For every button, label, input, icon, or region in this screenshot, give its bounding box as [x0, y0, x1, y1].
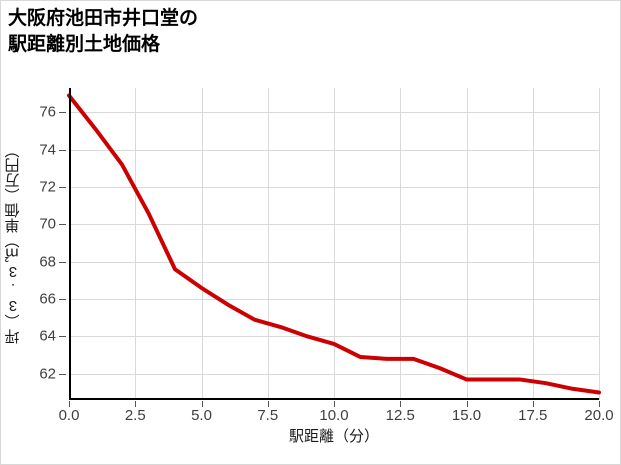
y-tick-label: 66: [39, 290, 56, 308]
y-tick-mark: [59, 149, 66, 151]
line-series-price: [67, 93, 601, 395]
y-axis-title: 坪（3.3㎡）単価（万円）: [4, 143, 22, 345]
gridline-vertical: [267, 88, 269, 400]
y-tick-mark: [59, 224, 66, 226]
x-tick-mark: [135, 401, 137, 407]
data-series-layer: [67, 93, 601, 395]
gridline-vertical: [466, 88, 468, 400]
gridline-vertical: [201, 88, 203, 400]
chart-title: 大阪府池田市井口堂の 駅距離別土地価格: [8, 8, 199, 55]
y-tick-mark: [59, 373, 66, 375]
y-tick-label: 70: [39, 215, 56, 233]
x-tick-label: 2.5: [124, 407, 146, 424]
y-tick-mark: [59, 112, 66, 114]
x-tick-mark: [532, 401, 534, 407]
gridline-vertical: [400, 88, 402, 400]
x-tick-label: 5.0: [191, 407, 212, 424]
x-tick-label: 0.0: [58, 407, 80, 424]
y-tick-mark: [59, 187, 66, 189]
gridline-vertical: [334, 88, 335, 400]
y-tick-mark: [59, 261, 66, 263]
y-tick-label: 62: [39, 365, 56, 383]
gridline-vertical: [532, 88, 534, 400]
x-tick-label: 7.5: [257, 407, 279, 424]
x-tick-mark: [69, 401, 70, 407]
x-tick-label: 17.5: [518, 407, 548, 424]
gridline-vertical: [599, 88, 600, 400]
y-tick-label: 76: [39, 103, 56, 121]
x-tick-mark: [267, 401, 269, 407]
y-tick-label: 74: [39, 141, 56, 159]
x-tick-label: 12.5: [385, 407, 415, 424]
x-tick-mark: [201, 401, 203, 407]
y-tick-label: 68: [39, 253, 56, 271]
x-tick-label: 10.0: [319, 407, 349, 424]
x-tick-mark: [400, 401, 402, 407]
x-tick-label: 15.0: [451, 407, 482, 424]
x-tick-mark: [334, 401, 335, 407]
x-tick-mark: [599, 401, 600, 407]
y-tick-label: 64: [39, 327, 56, 345]
plot-area: 62 64 66 68 70 72 74 76 0.0 2.5 5.0 7.5 10.0 12.5 15.…: [39, 88, 614, 424]
y-tick-mark: [59, 299, 66, 301]
x-tick-label: 20.0: [584, 407, 614, 424]
y-tick-mark: [59, 336, 66, 338]
x-axis-title: 駅距離（分）: [288, 428, 379, 445]
y-tick-label: 72: [39, 178, 56, 196]
gridline-vertical: [135, 88, 137, 400]
x-tick-mark: [466, 401, 468, 407]
